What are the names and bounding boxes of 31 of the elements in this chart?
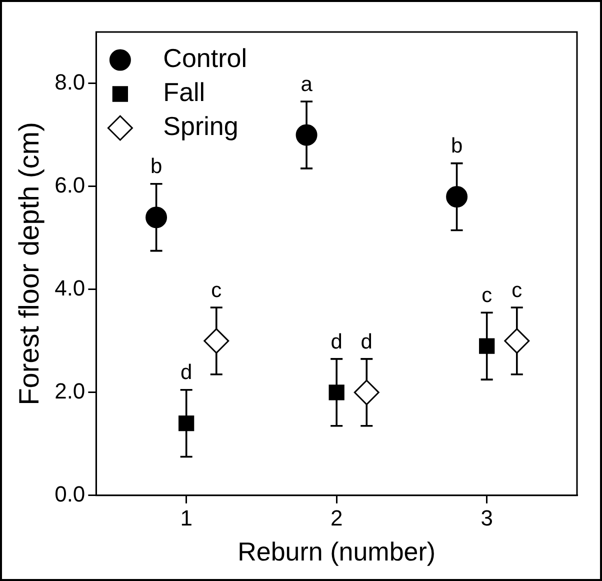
legend-label: Fall	[163, 77, 206, 108]
legend-label: Control	[163, 43, 248, 74]
point	[178, 415, 194, 432]
y-tick-label: 2.0	[54, 378, 86, 404]
point	[146, 206, 168, 228]
point	[204, 328, 230, 354]
point	[296, 124, 318, 146]
x-tick-label: 3	[480, 506, 493, 531]
annotation: d	[330, 330, 342, 354]
point	[446, 186, 468, 208]
annotation: b	[150, 155, 162, 178]
annotation: c	[512, 278, 522, 302]
x-tick-label: 1	[180, 506, 192, 531]
x-tick-label: 2	[330, 506, 343, 531]
annotation: d	[180, 361, 192, 384]
y-tick-label: 0.0	[54, 481, 86, 506]
y-tick-label: 6.0	[54, 172, 86, 198]
x-axis-title: Reburn (number)	[238, 536, 436, 567]
point	[479, 338, 495, 354]
annotation: a	[300, 72, 313, 96]
point	[354, 380, 380, 406]
annotation: c	[211, 278, 222, 302]
legend-label: Spring	[163, 111, 238, 142]
point	[504, 328, 530, 354]
y-tick-label: 8.0	[54, 70, 86, 95]
y-axis-title: Forest floor depth (cm)	[14, 122, 45, 406]
annotation: d	[360, 330, 372, 354]
y-tick-label: 4.0	[54, 276, 86, 301]
annotation: c	[482, 284, 492, 307]
point	[328, 384, 344, 400]
annotation: b	[450, 134, 463, 158]
